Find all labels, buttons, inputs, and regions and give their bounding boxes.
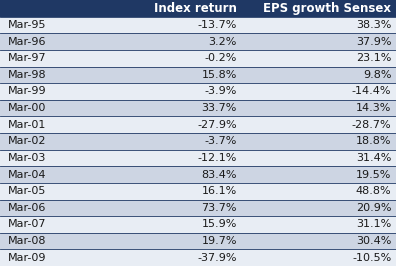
Bar [0, 183, 396, 200]
Bar [0, 33, 396, 50]
Text: 15.8%: 15.8% [202, 70, 237, 80]
Text: 14.3%: 14.3% [356, 103, 391, 113]
Text: 31.1%: 31.1% [356, 219, 391, 230]
Text: -27.9%: -27.9% [197, 120, 237, 130]
Text: 83.4%: 83.4% [202, 169, 237, 180]
Bar [0, 66, 396, 83]
Bar [0, 233, 396, 250]
Bar [0, 166, 396, 183]
Bar [0, 216, 396, 233]
Text: Mar-07: Mar-07 [8, 219, 46, 230]
Text: -28.7%: -28.7% [352, 120, 391, 130]
Bar [87, 0, 242, 16]
Text: Mar-95: Mar-95 [8, 20, 46, 30]
Text: Mar-96: Mar-96 [8, 36, 46, 47]
Text: Mar-02: Mar-02 [8, 136, 46, 146]
Text: 19.5%: 19.5% [356, 169, 391, 180]
Text: -3.9%: -3.9% [205, 86, 237, 97]
Text: -12.1%: -12.1% [198, 153, 237, 163]
Text: 37.9%: 37.9% [356, 36, 391, 47]
Text: Mar-98: Mar-98 [8, 70, 47, 80]
Text: 16.1%: 16.1% [202, 186, 237, 196]
Text: Mar-08: Mar-08 [8, 236, 46, 246]
Bar [0, 149, 396, 166]
Bar [0, 133, 396, 149]
Text: 9.8%: 9.8% [363, 70, 391, 80]
Text: -37.9%: -37.9% [198, 253, 237, 263]
Text: 3.2%: 3.2% [209, 36, 237, 47]
Text: Index return: Index return [154, 2, 237, 15]
Text: Mar-09: Mar-09 [8, 253, 46, 263]
Bar [0, 83, 396, 100]
Text: -14.4%: -14.4% [352, 86, 391, 97]
Text: 20.9%: 20.9% [356, 203, 391, 213]
Text: Mar-97: Mar-97 [8, 53, 47, 63]
Bar [0, 117, 396, 133]
Text: 31.4%: 31.4% [356, 153, 391, 163]
Text: Mar-04: Mar-04 [8, 169, 46, 180]
Text: 18.8%: 18.8% [356, 136, 391, 146]
Text: 48.8%: 48.8% [356, 186, 391, 196]
Text: 19.7%: 19.7% [202, 236, 237, 246]
Text: Mar-00: Mar-00 [8, 103, 46, 113]
Text: Mar-06: Mar-06 [8, 203, 46, 213]
Text: -3.7%: -3.7% [205, 136, 237, 146]
Bar [0, 250, 396, 266]
Text: 33.7%: 33.7% [202, 103, 237, 113]
Text: EPS growth Sensex: EPS growth Sensex [263, 2, 391, 15]
Text: Mar-05: Mar-05 [8, 186, 46, 196]
Text: 73.7%: 73.7% [202, 203, 237, 213]
Bar [0, 0, 87, 16]
Text: 15.9%: 15.9% [202, 219, 237, 230]
Text: Mar-99: Mar-99 [8, 86, 47, 97]
Bar [242, 0, 396, 16]
Text: -10.5%: -10.5% [352, 253, 391, 263]
Text: 38.3%: 38.3% [356, 20, 391, 30]
Text: 23.1%: 23.1% [356, 53, 391, 63]
Bar [0, 200, 396, 216]
Text: Mar-03: Mar-03 [8, 153, 46, 163]
Text: -13.7%: -13.7% [198, 20, 237, 30]
Bar [0, 50, 396, 66]
Text: Mar-01: Mar-01 [8, 120, 46, 130]
Bar [0, 100, 396, 117]
Bar [0, 16, 396, 33]
Text: -0.2%: -0.2% [205, 53, 237, 63]
Text: 30.4%: 30.4% [356, 236, 391, 246]
